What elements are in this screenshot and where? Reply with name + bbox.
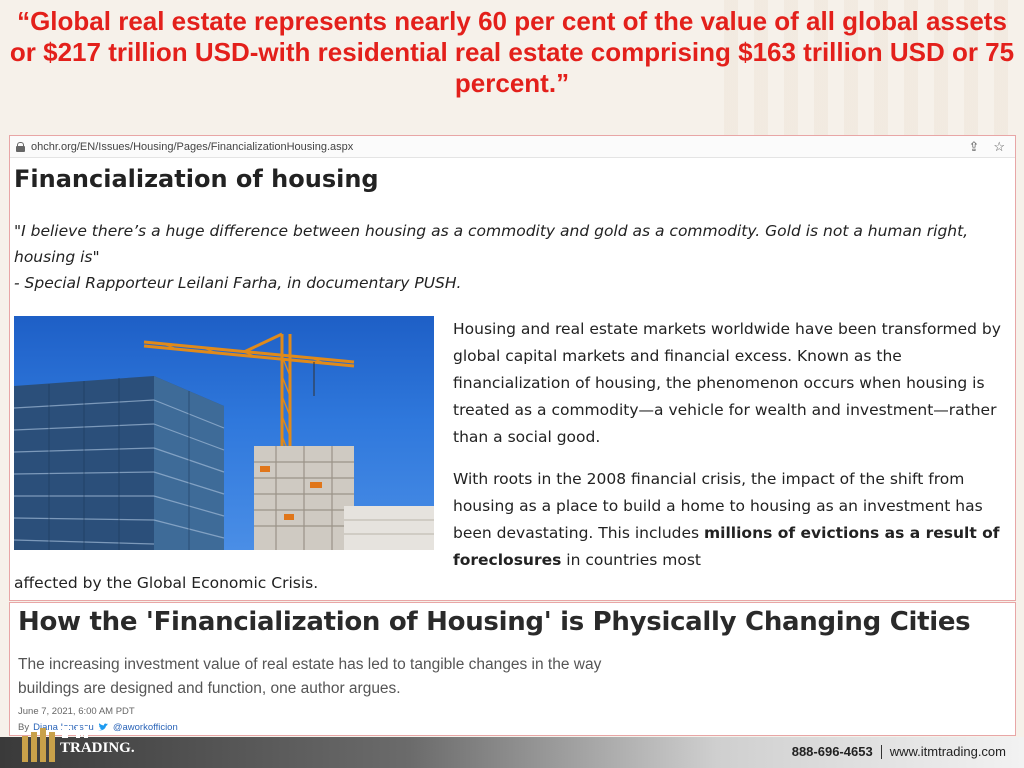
browser-screenshot: ohchr.org/EN/Issues/Housing/Pages/Financ…	[9, 135, 1016, 601]
paragraph-impact-start: With roots in the 2008 financial crisis,…	[453, 470, 983, 542]
article-dek: The increasing investment value of real …	[18, 656, 602, 697]
byline-label: By	[18, 722, 30, 733]
construction-photo	[14, 316, 434, 550]
quote-text: "I believe there’s a huge difference bet…	[14, 222, 969, 266]
article-title[interactable]: How the 'Financialization of Housing' is…	[18, 607, 971, 637]
headline-quote: “Global real estate represents nearly 60…	[9, 6, 1015, 98]
paragraph-impact: With roots in the 2008 financial crisis,…	[453, 466, 1013, 574]
star-icon[interactable]: ☆	[993, 138, 1005, 154]
footer-bar	[0, 737, 1024, 768]
twitter-handle-link[interactable]: @aworkofficion	[112, 722, 178, 733]
article-screenshot: How the 'Financialization of Housing' is…	[9, 602, 1016, 736]
page-title: Financialization of housing	[14, 165, 379, 193]
paragraph-impact-end: in countries most	[561, 551, 702, 569]
paragraph-financialization: Housing and real estate markets worldwid…	[453, 320, 1001, 446]
phone-number[interactable]: 888-696-4653	[791, 744, 873, 759]
quote-attribution: - Special Rapporteur Leilani Farha, in d…	[14, 274, 462, 292]
url-text[interactable]: ohchr.org/EN/Issues/Housing/Pages/Financ…	[31, 140, 354, 153]
itm-trading-logo	[22, 726, 88, 762]
address-bar[interactable]: ohchr.org/EN/Issues/Housing/Pages/Financ…	[10, 136, 1015, 158]
construction-crane-image	[14, 332, 434, 550]
share-icon[interactable]: ⇪	[968, 138, 980, 154]
website-link[interactable]: www.itmtrading.com	[889, 744, 1006, 759]
twitter-bird-icon	[97, 723, 108, 731]
lock-icon	[16, 141, 25, 152]
rapporteur-quote: "I believe there’s a huge difference bet…	[14, 218, 1010, 296]
logo-wordmark: TRADING.	[60, 740, 135, 756]
article-date: June 7, 2021, 6:00 AM PDT	[18, 706, 135, 717]
divider	[880, 744, 882, 759]
paragraph-impact-tail: affected by the Global Economic Crisis.	[14, 574, 319, 592]
background-decoration	[724, 0, 1024, 140]
evictions-highlight: millions of evictions as a result of for…	[453, 524, 1000, 569]
footer-contact: 888-696-4653 www.itmtrading.com	[792, 744, 1006, 759]
